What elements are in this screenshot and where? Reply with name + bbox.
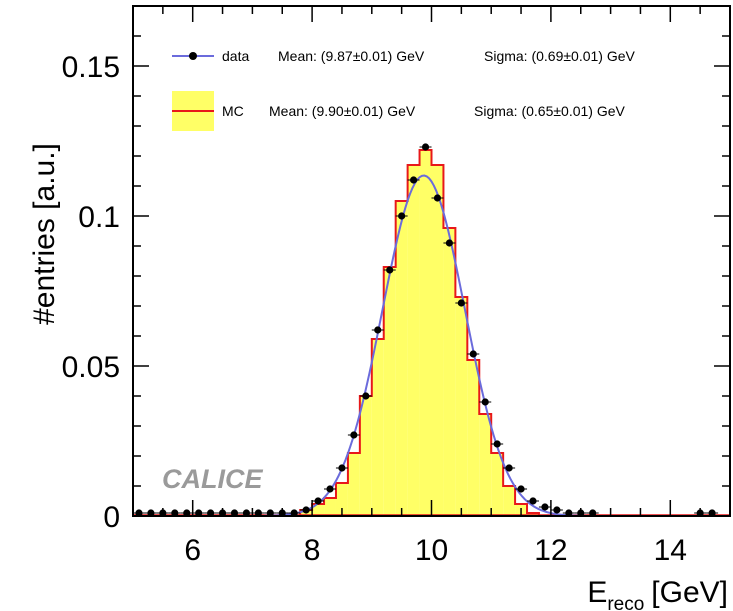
legend-data-mean: Mean: (9.87±0.01) GeV xyxy=(278,48,425,64)
x-tick-label: 10 xyxy=(415,534,448,567)
data-point xyxy=(314,497,322,505)
legend: data Mean: (9.87±0.01) GeV Sigma: (0.69±… xyxy=(172,48,636,131)
data-point xyxy=(230,509,239,517)
mc-bar xyxy=(371,339,384,516)
data-point xyxy=(589,509,597,517)
legend-mc-mean: Mean: (9.90±0.01) GeV xyxy=(269,103,416,119)
x-axis-title: Ereco [GeV] xyxy=(587,576,728,611)
mc-bar xyxy=(467,360,480,516)
data-point xyxy=(135,509,143,517)
axes-frame xyxy=(132,5,731,517)
data-point xyxy=(469,350,477,358)
data-point xyxy=(374,326,382,334)
mc-bar xyxy=(335,483,348,516)
data-point xyxy=(242,509,251,517)
data-point xyxy=(254,509,262,517)
data-point xyxy=(421,143,430,151)
data-point xyxy=(433,194,442,202)
mc-bar xyxy=(395,201,408,516)
data-point xyxy=(338,464,346,472)
data-point xyxy=(529,497,537,505)
data-point xyxy=(553,506,561,514)
y-tick-label: 0.15 xyxy=(62,51,120,84)
y-tick-label: 0.05 xyxy=(62,351,120,384)
data-point xyxy=(445,239,454,247)
legend-data-label: data xyxy=(222,48,249,64)
data-point xyxy=(505,464,513,472)
data-point xyxy=(708,509,716,517)
x-axis-title-unit: [GeV] xyxy=(651,576,728,609)
data-point xyxy=(398,212,406,220)
mc-bar xyxy=(479,414,492,516)
data-point xyxy=(326,485,334,493)
x-tick-label: 12 xyxy=(534,534,567,567)
data-point xyxy=(565,509,573,517)
data-point xyxy=(350,431,358,439)
mc-bar xyxy=(431,165,444,516)
mc-bar xyxy=(503,486,516,516)
legend-mc-sigma: Sigma: (0.65±0.01) GeV xyxy=(474,103,626,119)
data-point xyxy=(290,509,298,517)
data-point xyxy=(266,509,274,517)
x-tick-label: 8 xyxy=(304,534,321,567)
mc-bar xyxy=(347,453,360,516)
x-tick-label: 6 xyxy=(184,534,201,567)
data-point xyxy=(207,509,215,517)
x-axis-title-main: E xyxy=(587,576,607,609)
mc-bar xyxy=(455,297,468,516)
legend-data-sigma: Sigma: (0.69±0.01) GeV xyxy=(484,48,636,64)
data-point xyxy=(493,440,501,448)
data-point xyxy=(541,503,549,511)
data-point xyxy=(457,299,465,307)
mc-bar xyxy=(383,267,396,516)
mc-bar xyxy=(419,150,432,516)
data-point xyxy=(409,176,418,184)
y-tick-label: 0.1 xyxy=(78,201,120,234)
data-point xyxy=(362,392,370,400)
plot-area xyxy=(132,143,730,517)
data-point xyxy=(195,509,203,517)
tick-labels: 6 8 10 12 14 0 0.05 0.1 0.15 xyxy=(62,51,687,567)
calice-watermark: CALICE xyxy=(162,464,263,494)
y-tick-label: 0 xyxy=(103,501,120,534)
data-point xyxy=(171,509,179,517)
mc-bar xyxy=(407,165,420,516)
mc-bar xyxy=(324,498,336,516)
data-point xyxy=(183,509,191,517)
mc-bar xyxy=(491,453,504,516)
data-point xyxy=(386,266,394,274)
data-point xyxy=(481,398,489,406)
mc-bar xyxy=(312,504,325,516)
legend-mc-label: MC xyxy=(222,103,244,119)
mc-bar xyxy=(443,228,456,516)
mc-bar xyxy=(359,396,372,516)
x-tick-label: 14 xyxy=(654,534,687,567)
data-point xyxy=(147,509,155,517)
legend-data-marker xyxy=(189,52,197,60)
x-axis-title-subscript: reco xyxy=(607,594,644,611)
y-axis-title: #entries [a.u.] xyxy=(28,143,61,325)
data-point xyxy=(517,485,525,493)
mc-histogram-outline xyxy=(299,149,540,516)
data-point xyxy=(302,506,310,514)
